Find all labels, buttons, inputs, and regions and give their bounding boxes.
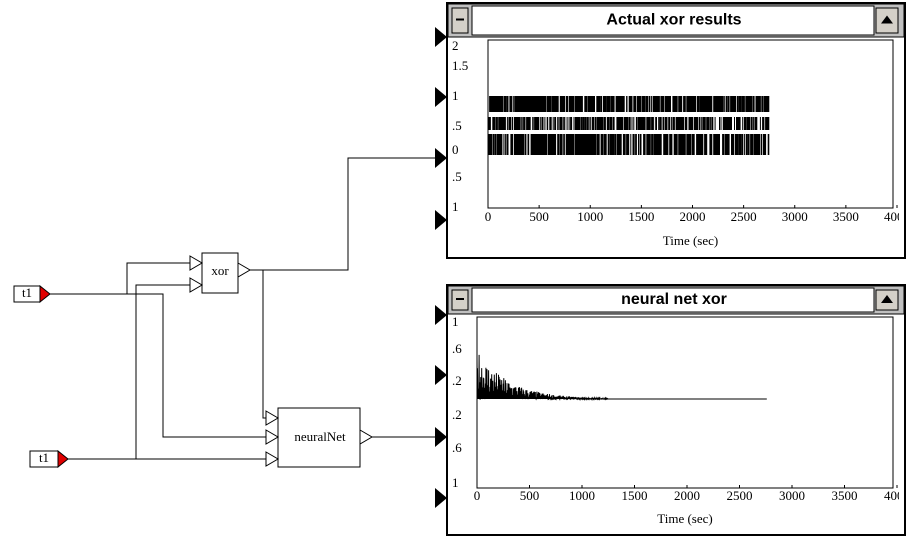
input-port	[265, 410, 279, 426]
x-ticks: 0 500 1000 1500 2000 2500 3000 3500 4000	[485, 205, 907, 224]
x-tick-label: 0	[485, 209, 492, 224]
xor-block[interactable]	[201, 252, 239, 294]
input-port	[265, 451, 279, 467]
input-port	[435, 87, 447, 107]
input-port	[435, 427, 447, 447]
block-label: t1	[39, 450, 49, 465]
x-tick-label: 3500	[833, 209, 859, 224]
x-tick-label: 500	[520, 488, 540, 503]
x-tick-label: 2500	[727, 488, 753, 503]
x-tick-label: 1500	[622, 488, 648, 503]
x-tick-label: 0	[474, 488, 481, 503]
signal-trace	[488, 96, 770, 155]
y-tick-label: .2	[452, 407, 462, 422]
y-tick-label: 0	[452, 142, 459, 157]
x-tick-label: 3500	[832, 488, 858, 503]
x-tick-label: 2000	[674, 488, 700, 503]
y-tick-label: 1	[452, 314, 459, 329]
block-label: t1	[22, 285, 32, 300]
input-port	[435, 305, 447, 325]
title-area	[471, 5, 875, 36]
input-port	[435, 27, 447, 47]
x-tick-label: 1500	[628, 209, 654, 224]
x-tick-label: 2500	[731, 209, 757, 224]
input-port	[189, 255, 203, 271]
input-port	[435, 365, 447, 385]
x-axis-label: Time (sec)	[663, 233, 719, 248]
y-tick-label: 2	[452, 38, 459, 53]
window-title: neural net xor	[621, 291, 727, 308]
x-tick-label: 4000	[884, 209, 907, 224]
input-port	[435, 210, 447, 230]
y-tick-label: .6	[452, 440, 462, 455]
y-tick-label: 1.5	[452, 58, 468, 73]
y-tick-label: 1	[452, 88, 459, 103]
input-port	[265, 429, 279, 445]
output-port	[359, 429, 373, 445]
scroll-icon	[881, 295, 893, 303]
x-tick-label: 1000	[577, 209, 603, 224]
block-label: neuralNet	[294, 429, 346, 444]
output-port	[57, 449, 69, 469]
output-port	[237, 262, 251, 278]
y-tick-label: .2	[452, 373, 462, 388]
x-tick-label: 4000	[884, 488, 907, 503]
y-tick-label: .6	[452, 341, 462, 356]
x-tick-label: 2000	[680, 209, 706, 224]
y-tick-label: 1	[452, 475, 459, 490]
wires	[50, 157, 435, 460]
x-tick-label: 3000	[779, 488, 805, 503]
x-tick-label: 3000	[782, 209, 808, 224]
y-tick-label: .5	[452, 169, 462, 184]
y-tick-label: 1	[452, 199, 459, 214]
title-area	[471, 287, 875, 313]
x-ticks: 0 500 1000 1500 2000 2500 3000 3500 4000	[474, 485, 907, 503]
input-port	[189, 277, 203, 293]
plot-area	[476, 316, 894, 489]
block-label: xor	[211, 263, 229, 278]
signal-trace	[476, 354, 767, 401]
output-port	[39, 284, 51, 304]
scroll-icon	[881, 15, 893, 24]
x-tick-label: 1000	[569, 488, 595, 503]
x-tick-label: 500	[529, 209, 549, 224]
input-port	[435, 148, 447, 168]
input-port	[435, 488, 447, 508]
x-axis-label: Time (sec)	[657, 511, 713, 526]
y-tick-label: .5	[452, 118, 462, 133]
window-title: Actual xor results	[606, 12, 741, 29]
